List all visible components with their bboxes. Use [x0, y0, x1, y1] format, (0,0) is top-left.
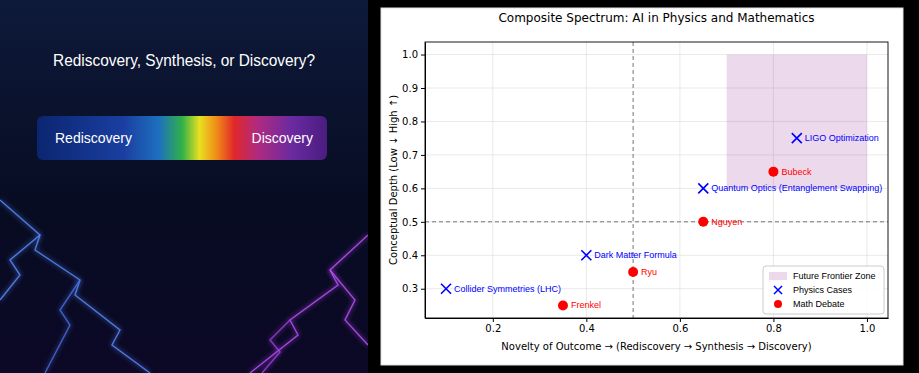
spectrum-label: Discovery	[252, 130, 313, 146]
legend-label: Future Frontier Zone	[793, 271, 876, 281]
x-tick-mark	[680, 318, 681, 322]
panel-background	[368, 0, 919, 373]
point	[441, 284, 451, 294]
x-tick-mark	[867, 318, 868, 322]
legend-label: Physics Cases	[793, 285, 853, 295]
y-tick-mark	[421, 88, 425, 89]
x-tick-label: 0.8	[766, 323, 782, 334]
chart-title: Composite Spectrum: AI in Physics and Ma…	[498, 11, 814, 25]
plot-frame	[425, 42, 888, 318]
banner-title: Rediscovery, Synthesis, or Discovery?	[53, 51, 315, 70]
y-tick: 0.5	[402, 217, 425, 228]
lightning	[262, 320, 290, 373]
y-tick-label: 1.0	[402, 49, 418, 60]
grid-line-x	[679, 42, 680, 318]
x-axis: 0.2 0.4 0.6 0.8 1.0	[426, 318, 889, 334]
point	[768, 167, 778, 177]
x-tick: 1.0	[860, 318, 876, 334]
y-tick-label: 0.4	[402, 250, 418, 261]
y-tick: 0.9	[402, 83, 425, 94]
point-label: Quantum Optics (Entanglement Swapping)	[711, 183, 882, 193]
x-tick-mark	[493, 318, 494, 322]
spectrum-label: Rediscovery	[55, 130, 132, 146]
legend-box	[763, 266, 884, 314]
x-tick-label: 0.2	[485, 323, 501, 334]
legend-label: Math Debate	[793, 299, 845, 309]
grid	[425, 42, 888, 318]
point-label: Collider Symmetries (LHC)	[454, 284, 561, 294]
grid-line-x	[492, 42, 493, 318]
legend-swatch	[769, 272, 787, 280]
point	[698, 217, 708, 227]
y-tick-label: 0.6	[402, 183, 418, 194]
y-tick: 0.6	[402, 183, 425, 194]
point-label: Bubeck	[781, 167, 812, 177]
legend-swatch	[774, 286, 782, 294]
y-tick: 0.7	[402, 150, 425, 161]
y-tick: 0.8	[402, 116, 425, 127]
page: Rediscovery, Synthesis, or Discovery? Red…	[0, 0, 919, 373]
y-axis-title: Conceptual Depth (Low ↓ High ↑)	[388, 95, 399, 265]
point	[792, 133, 802, 143]
x-tick-mark	[773, 318, 774, 322]
y-axis: 0.3 0.4 0.5 0.6 0.7 0.8 0.9 1.0	[402, 43, 425, 319]
point	[581, 250, 591, 260]
y-tick-mark	[421, 121, 425, 122]
lightning	[45, 280, 80, 373]
spectrum-bar	[37, 116, 327, 160]
y-tick-mark	[421, 188, 425, 189]
x-tick: 0.4	[579, 318, 595, 334]
grid-line-x	[586, 42, 587, 318]
x-tick-label: 0.6	[672, 323, 688, 334]
y-tick-mark	[421, 55, 425, 56]
legend-swatch	[774, 300, 782, 308]
y-tick-label: 0.5	[402, 217, 418, 228]
point-label: Frenkel	[571, 300, 601, 310]
point-label: LIGO Optimization	[805, 133, 879, 143]
y-tick-mark	[421, 289, 425, 290]
point-label: Ryu	[641, 267, 657, 277]
x-axis-line	[426, 318, 889, 319]
y-axis-line	[425, 43, 426, 319]
x-tick: 0.2	[485, 318, 501, 334]
x-axis-title: Novelty of Outcome → (Rediscovery → Synt…	[501, 341, 811, 352]
region	[727, 55, 867, 189]
chart-card	[381, 8, 903, 365]
y-tick-mark	[421, 255, 425, 256]
plot-area	[425, 42, 888, 318]
grid-line-y	[425, 221, 888, 222]
lightning	[330, 270, 368, 345]
x-tick: 0.8	[766, 318, 782, 334]
lightning	[0, 200, 150, 373]
legend: Future Frontier Zone Physics Cases Math De…	[763, 266, 884, 314]
y-tick-label: 0.7	[402, 150, 418, 161]
banner-background	[0, 0, 368, 373]
lightning	[0, 235, 40, 300]
y-tick-label: 0.8	[402, 116, 418, 127]
point-label: Nguyen	[711, 217, 742, 227]
y-tick-mark	[421, 222, 425, 223]
y-tick: 0.4	[402, 250, 425, 261]
reference-line	[425, 221, 888, 222]
point	[628, 267, 638, 277]
y-tick-label: 0.9	[402, 83, 418, 94]
x-tick-mark	[586, 318, 587, 322]
x-tick-label: 1.0	[860, 323, 876, 334]
series	[441, 133, 802, 294]
x-tick-label: 0.4	[579, 323, 595, 334]
y-tick-label: 0.3	[402, 283, 418, 294]
y-tick-mark	[421, 155, 425, 156]
lightning	[250, 235, 368, 373]
y-tick: 0.3	[402, 283, 425, 294]
point	[558, 300, 568, 310]
point	[698, 183, 708, 193]
point-label: Dark Matter Formula	[594, 250, 677, 260]
x-tick: 0.6	[672, 318, 688, 334]
y-tick: 1.0	[402, 49, 425, 60]
